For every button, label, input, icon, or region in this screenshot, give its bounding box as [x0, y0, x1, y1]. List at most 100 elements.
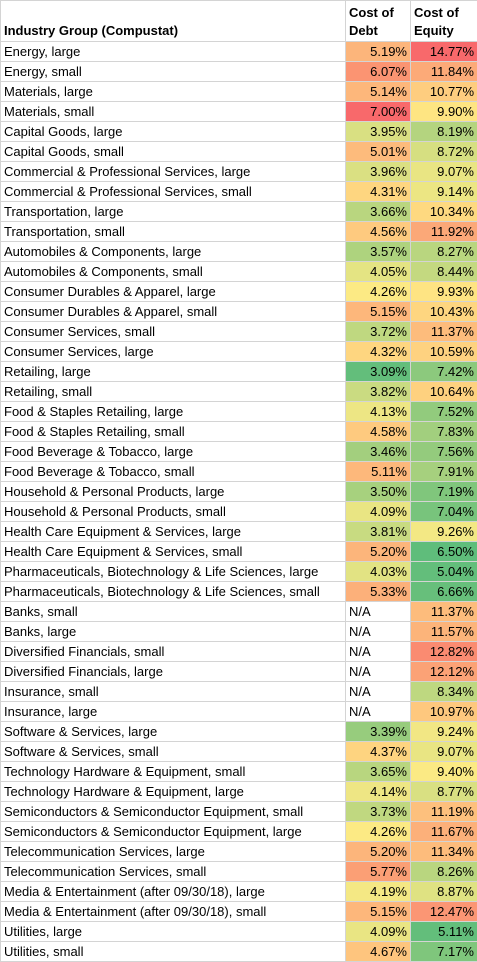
- cost-of-debt-cell[interactable]: 4.14%: [346, 782, 411, 802]
- cost-of-equity-cell[interactable]: 8.44%: [411, 262, 477, 282]
- cost-of-debt-cell[interactable]: 4.03%: [346, 562, 411, 582]
- cost-of-equity-cell[interactable]: 5.11%: [411, 922, 477, 942]
- industry-group-cell[interactable]: Diversified Financials, large: [1, 662, 346, 682]
- cost-of-debt-cell[interactable]: 3.09%: [346, 362, 411, 382]
- industry-group-cell[interactable]: Household & Personal Products, large: [1, 482, 346, 502]
- industry-group-cell[interactable]: Technology Hardware & Equipment, large: [1, 782, 346, 802]
- industry-group-cell[interactable]: Materials, large: [1, 82, 346, 102]
- industry-group-cell[interactable]: Capital Goods, large: [1, 122, 346, 142]
- cost-of-equity-cell[interactable]: 7.04%: [411, 502, 477, 522]
- industry-group-cell[interactable]: Food & Staples Retailing, large: [1, 402, 346, 422]
- cost-of-equity-cell[interactable]: 9.40%: [411, 762, 477, 782]
- industry-group-cell[interactable]: Household & Personal Products, small: [1, 502, 346, 522]
- cost-of-equity-cell[interactable]: 8.19%: [411, 122, 477, 142]
- industry-group-cell[interactable]: Telecommunication Services, small: [1, 862, 346, 882]
- industry-group-cell[interactable]: Automobiles & Components, large: [1, 242, 346, 262]
- cost-of-debt-cell[interactable]: 5.20%: [346, 542, 411, 562]
- cost-of-debt-cell[interactable]: 5.15%: [346, 902, 411, 922]
- cost-of-equity-cell[interactable]: 11.37%: [411, 602, 477, 622]
- cost-of-equity-cell[interactable]: 9.07%: [411, 742, 477, 762]
- cost-of-debt-cell[interactable]: 3.66%: [346, 202, 411, 222]
- cost-of-equity-cell[interactable]: 10.97%: [411, 702, 477, 722]
- cost-of-equity-cell[interactable]: 14.77%: [411, 42, 477, 62]
- cost-of-equity-cell[interactable]: 12.12%: [411, 662, 477, 682]
- industry-group-cell[interactable]: Automobiles & Components, small: [1, 262, 346, 282]
- cost-of-equity-header[interactable]: Cost of Equity: [411, 1, 477, 42]
- industry-group-cell[interactable]: Food & Staples Retailing, small: [1, 422, 346, 442]
- industry-group-cell[interactable]: Transportation, large: [1, 202, 346, 222]
- cost-of-debt-cell[interactable]: 4.56%: [346, 222, 411, 242]
- industry-group-cell[interactable]: Consumer Durables & Apparel, large: [1, 282, 346, 302]
- cost-of-equity-cell[interactable]: 10.34%: [411, 202, 477, 222]
- industry-group-cell[interactable]: Telecommunication Services, large: [1, 842, 346, 862]
- cost-of-debt-cell[interactable]: 4.13%: [346, 402, 411, 422]
- industry-group-cell[interactable]: Health Care Equipment & Services, large: [1, 522, 346, 542]
- cost-of-debt-cell[interactable]: N/A: [346, 702, 411, 722]
- industry-group-cell[interactable]: Utilities, small: [1, 942, 346, 962]
- cost-of-debt-cell[interactable]: 5.11%: [346, 462, 411, 482]
- cost-of-debt-cell[interactable]: 5.15%: [346, 302, 411, 322]
- cost-of-equity-cell[interactable]: 7.91%: [411, 462, 477, 482]
- cost-of-equity-cell[interactable]: 11.19%: [411, 802, 477, 822]
- cost-of-equity-cell[interactable]: 9.26%: [411, 522, 477, 542]
- industry-group-cell[interactable]: Consumer Services, large: [1, 342, 346, 362]
- cost-of-equity-cell[interactable]: 11.37%: [411, 322, 477, 342]
- cost-of-debt-cell[interactable]: 3.73%: [346, 802, 411, 822]
- cost-of-debt-cell[interactable]: 3.72%: [346, 322, 411, 342]
- industry-group-cell[interactable]: Pharmaceuticals, Biotechnology & Life Sc…: [1, 562, 346, 582]
- industry-group-cell[interactable]: Semiconductors & Semiconductor Equipment…: [1, 802, 346, 822]
- cost-of-equity-cell[interactable]: 8.77%: [411, 782, 477, 802]
- industry-group-cell[interactable]: Capital Goods, small: [1, 142, 346, 162]
- cost-of-debt-cell[interactable]: 5.20%: [346, 842, 411, 862]
- industry-group-cell[interactable]: Banks, small: [1, 602, 346, 622]
- cost-of-equity-cell[interactable]: 5.04%: [411, 562, 477, 582]
- cost-of-debt-cell[interactable]: 3.96%: [346, 162, 411, 182]
- industry-group-cell[interactable]: Consumer Services, small: [1, 322, 346, 342]
- industry-group-cell[interactable]: Software & Services, small: [1, 742, 346, 762]
- cost-of-debt-cell[interactable]: 5.19%: [346, 42, 411, 62]
- cost-of-equity-cell[interactable]: 10.64%: [411, 382, 477, 402]
- cost-of-equity-cell[interactable]: 8.26%: [411, 862, 477, 882]
- industry-group-cell[interactable]: Utilities, large: [1, 922, 346, 942]
- cost-of-equity-cell[interactable]: 10.77%: [411, 82, 477, 102]
- cost-of-debt-cell[interactable]: 5.77%: [346, 862, 411, 882]
- cost-of-equity-cell[interactable]: 7.17%: [411, 942, 477, 962]
- cost-of-debt-cell[interactable]: 4.26%: [346, 822, 411, 842]
- cost-of-debt-cell[interactable]: 5.01%: [346, 142, 411, 162]
- cost-of-debt-cell[interactable]: 5.33%: [346, 582, 411, 602]
- cost-of-debt-cell[interactable]: 4.19%: [346, 882, 411, 902]
- cost-of-equity-cell[interactable]: 10.59%: [411, 342, 477, 362]
- industry-group-cell[interactable]: Diversified Financials, small: [1, 642, 346, 662]
- cost-of-debt-cell[interactable]: 3.95%: [346, 122, 411, 142]
- cost-of-equity-cell[interactable]: 8.27%: [411, 242, 477, 262]
- cost-of-equity-cell[interactable]: 9.14%: [411, 182, 477, 202]
- industry-group-cell[interactable]: Commercial & Professional Services, larg…: [1, 162, 346, 182]
- cost-of-debt-cell[interactable]: 3.57%: [346, 242, 411, 262]
- cost-of-equity-cell[interactable]: 8.34%: [411, 682, 477, 702]
- cost-of-debt-cell[interactable]: 4.32%: [346, 342, 411, 362]
- cost-of-equity-cell[interactable]: 11.84%: [411, 62, 477, 82]
- cost-of-equity-cell[interactable]: 6.66%: [411, 582, 477, 602]
- cost-of-debt-cell[interactable]: 3.65%: [346, 762, 411, 782]
- cost-of-debt-cell[interactable]: 4.58%: [346, 422, 411, 442]
- cost-of-equity-cell[interactable]: 9.90%: [411, 102, 477, 122]
- cost-of-debt-cell[interactable]: 4.05%: [346, 262, 411, 282]
- industry-group-cell[interactable]: Insurance, large: [1, 702, 346, 722]
- cost-of-debt-cell[interactable]: N/A: [346, 642, 411, 662]
- cost-of-equity-cell[interactable]: 9.93%: [411, 282, 477, 302]
- cost-of-equity-cell[interactable]: 11.34%: [411, 842, 477, 862]
- industry-group-cell[interactable]: Semiconductors & Semiconductor Equipment…: [1, 822, 346, 842]
- cost-of-equity-cell[interactable]: 11.92%: [411, 222, 477, 242]
- industry-group-cell[interactable]: Transportation, small: [1, 222, 346, 242]
- industry-group-cell[interactable]: Energy, small: [1, 62, 346, 82]
- industry-group-cell[interactable]: Retailing, large: [1, 362, 346, 382]
- cost-of-debt-cell[interactable]: N/A: [346, 622, 411, 642]
- industry-group-cell[interactable]: Media & Entertainment (after 09/30/18), …: [1, 882, 346, 902]
- cost-of-debt-cell[interactable]: N/A: [346, 602, 411, 622]
- cost-of-equity-cell[interactable]: 7.42%: [411, 362, 477, 382]
- industry-group-cell[interactable]: Commercial & Professional Services, smal…: [1, 182, 346, 202]
- cost-of-debt-cell[interactable]: 4.31%: [346, 182, 411, 202]
- cost-of-equity-cell[interactable]: 12.47%: [411, 902, 477, 922]
- cost-of-equity-cell[interactable]: 8.87%: [411, 882, 477, 902]
- cost-of-equity-cell[interactable]: 11.67%: [411, 822, 477, 842]
